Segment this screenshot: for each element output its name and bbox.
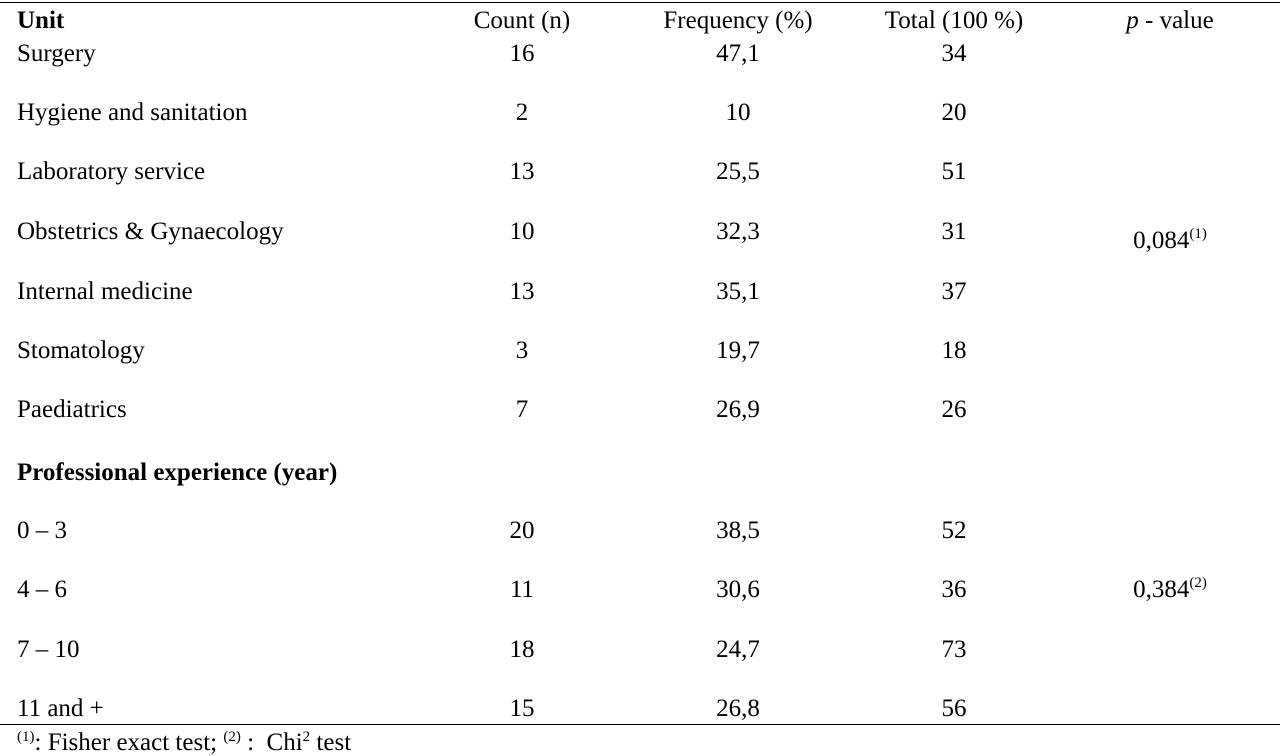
row-label: Internal medicine bbox=[17, 278, 193, 305]
row-total: 36 bbox=[941, 576, 967, 603]
unit-p-value-marker: (1) bbox=[1189, 226, 1207, 242]
row-count: 13 bbox=[509, 158, 535, 185]
row-frequency: 35,1 bbox=[716, 278, 760, 305]
row-frequency: 25,5 bbox=[716, 158, 760, 185]
row-count: 18 bbox=[509, 636, 535, 663]
row-frequency: 47,1 bbox=[716, 40, 760, 67]
row-label: 11 and + bbox=[17, 695, 104, 722]
row-count: 10 bbox=[509, 218, 535, 245]
row-count: 16 bbox=[509, 40, 535, 67]
row-label: 0 – 3 bbox=[17, 517, 67, 544]
experience-p-value-marker: (2) bbox=[1189, 575, 1207, 591]
section-heading: Professional experience (year) bbox=[17, 459, 338, 486]
row-total: 52 bbox=[941, 517, 967, 544]
row-count: 2 bbox=[515, 99, 529, 126]
row-label: Stomatology bbox=[17, 337, 145, 364]
row-total: 34 bbox=[941, 40, 967, 67]
row-total: 51 bbox=[941, 158, 967, 185]
row-count: 3 bbox=[515, 337, 529, 364]
row-frequency: 38,5 bbox=[716, 517, 760, 544]
row-count: 20 bbox=[509, 517, 535, 544]
row-label: Hygiene and sanitation bbox=[17, 99, 248, 126]
footnote-text-2: : Chi bbox=[240, 729, 303, 756]
row-count: 15 bbox=[509, 695, 535, 722]
row-frequency: 32,3 bbox=[716, 218, 760, 245]
header-unit: Unit bbox=[17, 7, 65, 34]
row-label: Paediatrics bbox=[17, 396, 127, 423]
footnote-text-1: : Fisher exact test; bbox=[34, 729, 224, 756]
row-total: 18 bbox=[941, 337, 967, 364]
footnote-marker-2: (2) bbox=[223, 729, 241, 745]
experience-p-value: 0,384(2) bbox=[1133, 575, 1207, 603]
row-frequency: 19,7 bbox=[716, 337, 760, 364]
row-frequency: 26,9 bbox=[716, 396, 760, 423]
row-count: 11 bbox=[509, 576, 535, 603]
row-label: 4 – 6 bbox=[17, 576, 67, 603]
row-label: 7 – 10 bbox=[17, 636, 80, 663]
row-total: 56 bbox=[941, 695, 967, 722]
row-label: Obstetrics & Gynaecology bbox=[17, 218, 284, 245]
row-total: 73 bbox=[941, 636, 967, 663]
header-p-value: p - value bbox=[1126, 8, 1213, 33]
row-frequency: 10 bbox=[725, 99, 751, 126]
footnote-chi-exponent: 2 bbox=[302, 729, 311, 745]
header-p-suffix: - value bbox=[1138, 7, 1214, 34]
footnote-marker-1: (1) bbox=[17, 729, 35, 745]
table-top-rule bbox=[0, 2, 1280, 3]
header-total: Total (100 %) bbox=[884, 7, 1024, 34]
row-label: Surgery bbox=[17, 40, 96, 67]
header-count: Count (n) bbox=[473, 7, 571, 34]
row-total: 26 bbox=[941, 396, 967, 423]
row-total: 20 bbox=[941, 99, 967, 126]
row-frequency: 26,8 bbox=[716, 695, 760, 722]
header-frequency: Frequency (%) bbox=[663, 7, 813, 34]
row-count: 13 bbox=[509, 278, 535, 305]
footnote-text-3: test bbox=[310, 729, 352, 756]
row-frequency: 24,7 bbox=[716, 636, 760, 663]
row-label: Laboratory service bbox=[17, 158, 206, 185]
header-p-letter: p bbox=[1126, 7, 1139, 34]
unit-p-value-number: 0,084 bbox=[1133, 227, 1190, 254]
table-footnote: (1): Fisher exact test; (2) : Chi2 test bbox=[17, 729, 352, 756]
table-bottom-rule bbox=[0, 724, 1280, 725]
row-frequency: 30,6 bbox=[716, 576, 760, 603]
row-total: 31 bbox=[941, 218, 967, 245]
unit-p-value: 0,084(1) bbox=[1133, 226, 1207, 254]
experience-p-value-number: 0,384 bbox=[1133, 576, 1190, 603]
row-total: 37 bbox=[941, 278, 967, 305]
row-count: 7 bbox=[515, 396, 529, 423]
